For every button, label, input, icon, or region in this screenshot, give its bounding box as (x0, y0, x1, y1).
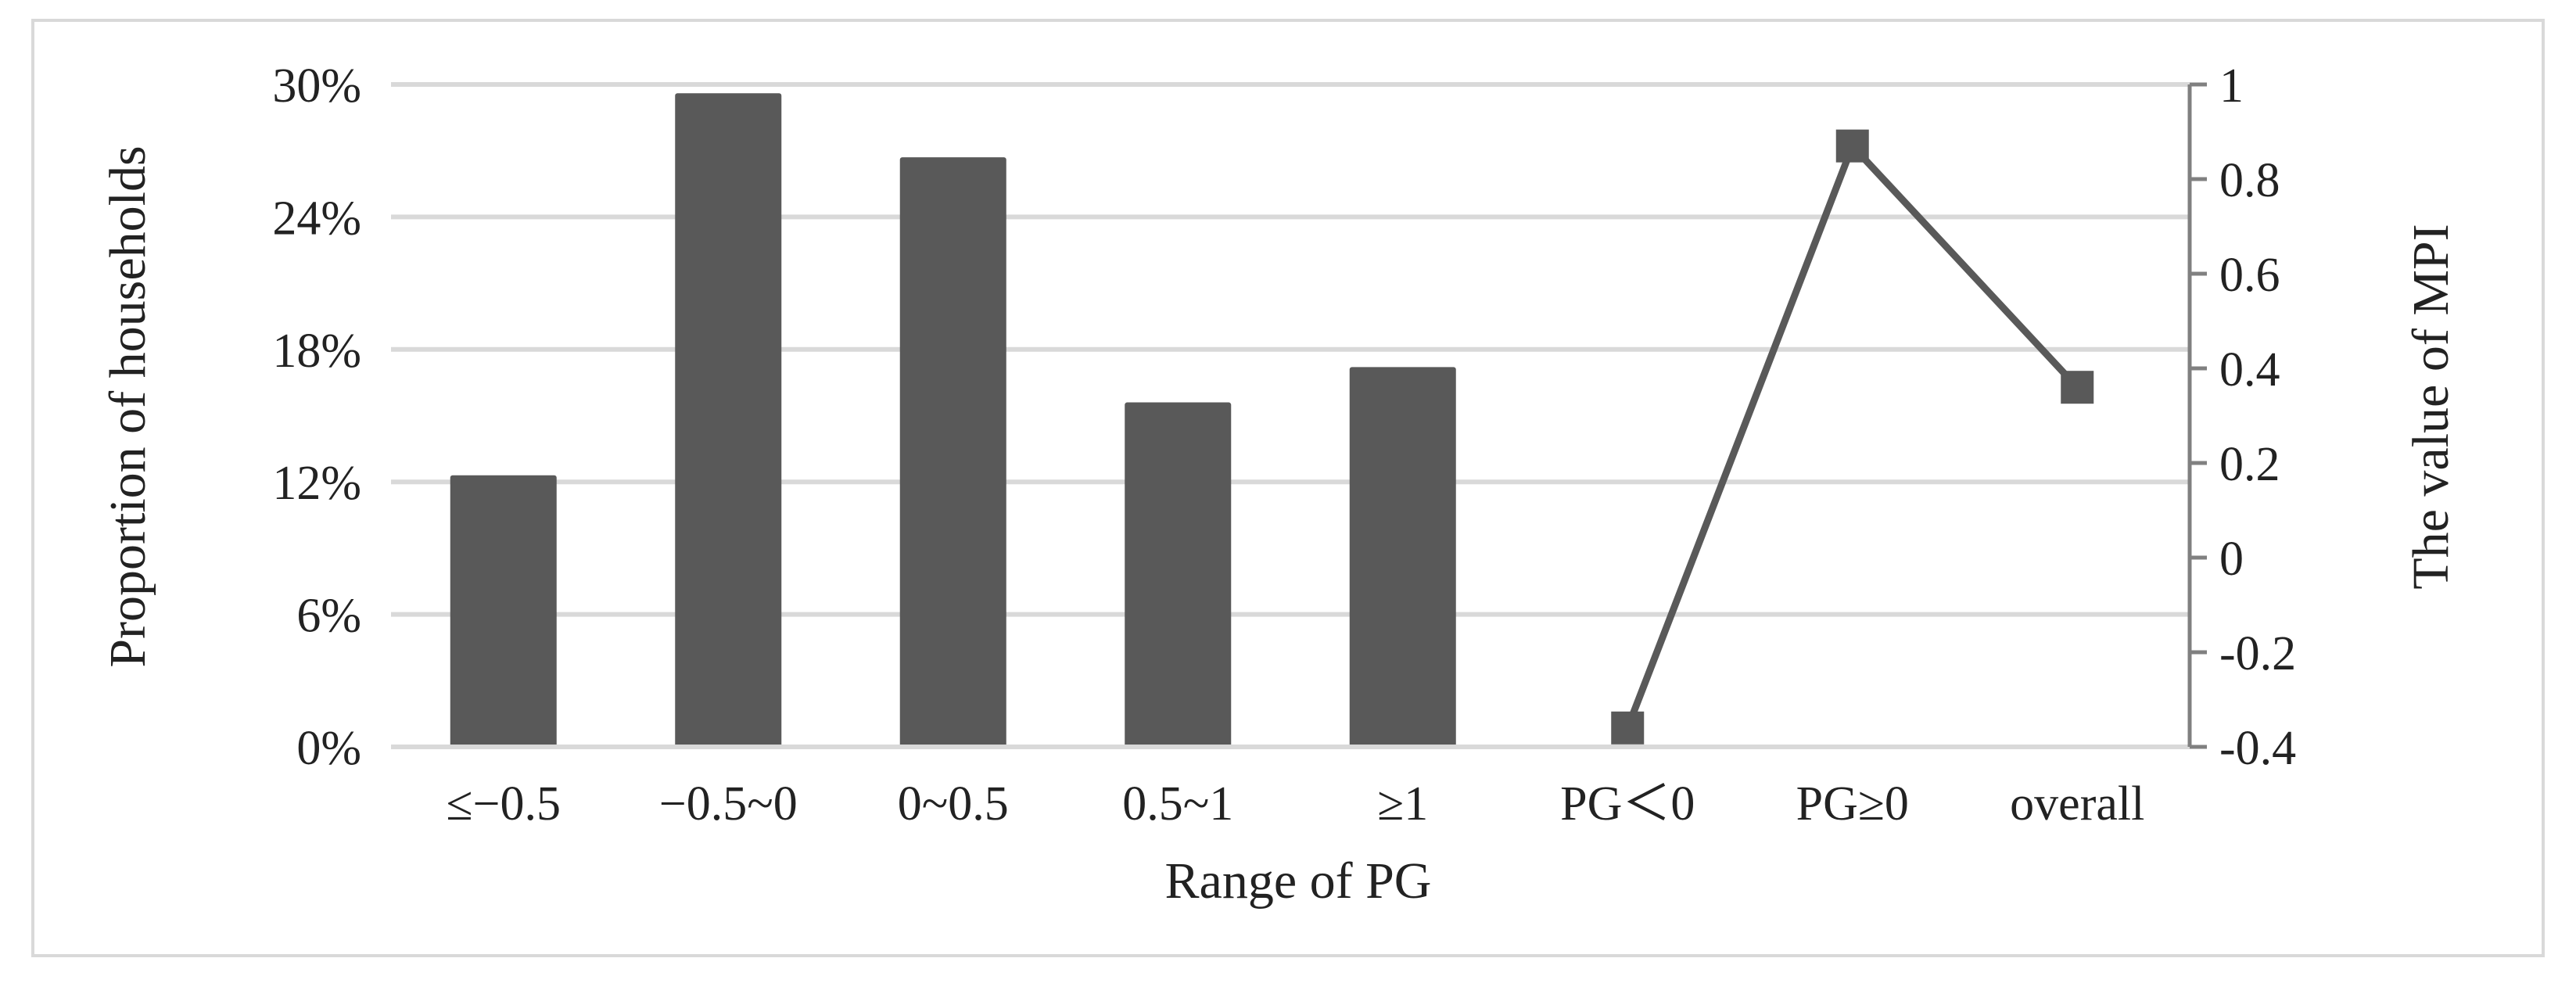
x-tick-label: PG＜0 (1560, 777, 1695, 831)
bar (450, 475, 557, 747)
x-tick-label: 0~0.5 (898, 777, 1009, 831)
series-line (1624, 139, 2080, 730)
line-point-marker (1611, 711, 1645, 745)
y-tick-label: 18% (272, 325, 361, 378)
y2-tick-label: 1 (2219, 59, 2244, 113)
x-tick-label: overall (2010, 777, 2144, 831)
y2-tick-label: 0.2 (2219, 438, 2280, 491)
bar (675, 93, 782, 747)
x-tick-label: PG≥0 (1796, 777, 1909, 831)
x-axis-title: Range of PG (1165, 852, 1432, 910)
y-axis-title: Proportion of households (99, 145, 156, 667)
axes (391, 84, 2192, 749)
x-tick-label: 0.5~1 (1122, 777, 1233, 831)
y2-tick-label: 0 (2219, 533, 2244, 586)
bar (1349, 367, 1456, 747)
y-tick-label: 12% (272, 457, 361, 510)
line-point-marker (1835, 129, 1869, 163)
y-tick-label: 6% (296, 590, 361, 643)
chart-frame (31, 19, 2545, 957)
y2-tick-label: -0.2 (2219, 627, 2296, 680)
x-tick-label: ≥1 (1377, 777, 1428, 831)
y2-tick-label: 0.4 (2219, 343, 2280, 397)
bar-series (450, 93, 1456, 748)
x-tick-label: ≤−0.5 (447, 777, 561, 831)
y2-tick-label: 0.6 (2219, 249, 2280, 302)
line-series (1611, 129, 2094, 745)
y-tick-label: 0% (296, 722, 361, 775)
y2-axis-title: The value of MPI (2402, 224, 2459, 589)
bar (899, 157, 1006, 748)
y2-tick-label: 0.8 (2219, 154, 2280, 207)
right-axis-ticks: -0.4 -0.2 0 0.2 0.4 0.6 0.8 1 (2190, 59, 2296, 775)
x-axis-ticks: ≤−0.5 −0.5~0 0~0.5 0.5~1 ≥1 PG＜0 PG≥0 overall (447, 777, 2145, 831)
bar (1125, 402, 1232, 747)
gridlines (391, 82, 2190, 617)
y-tick-label: 24% (272, 192, 361, 245)
y-tick-label: 30% (272, 59, 361, 113)
left-axis-ticks: 0% 6% 12% 18% 24% 30% (272, 59, 361, 775)
line-point-marker (2061, 371, 2094, 404)
y2-tick-label: -0.4 (2219, 722, 2296, 775)
x-tick-label: −0.5~0 (659, 777, 798, 831)
